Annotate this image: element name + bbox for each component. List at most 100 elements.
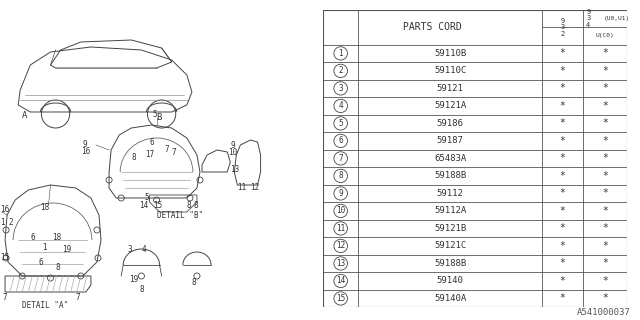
Text: *: * xyxy=(559,293,566,303)
Text: 18: 18 xyxy=(40,203,50,212)
Text: 59188B: 59188B xyxy=(434,172,467,180)
Text: 1: 1 xyxy=(0,218,4,227)
Text: *: * xyxy=(559,171,566,181)
Text: A: A xyxy=(22,111,28,120)
Text: *: * xyxy=(559,276,566,286)
Text: PARTS CORD: PARTS CORD xyxy=(403,22,462,32)
Text: 6: 6 xyxy=(150,138,154,147)
Text: *: * xyxy=(559,136,566,146)
Text: A541000037: A541000037 xyxy=(577,308,630,317)
Text: 16: 16 xyxy=(81,147,90,156)
Text: 18: 18 xyxy=(52,233,62,242)
Text: 5: 5 xyxy=(152,110,157,119)
Text: 59121B: 59121B xyxy=(434,224,467,233)
Text: 59121: 59121 xyxy=(436,84,463,93)
Text: 19: 19 xyxy=(129,275,138,284)
Text: 59140A: 59140A xyxy=(434,294,467,303)
Text: 11: 11 xyxy=(336,224,346,233)
Text: 8: 8 xyxy=(192,278,196,287)
Text: 4: 4 xyxy=(339,101,343,110)
Text: DETAIL "B": DETAIL "B" xyxy=(157,211,203,220)
Text: *: * xyxy=(602,48,608,58)
Text: 15: 15 xyxy=(0,253,9,262)
Text: 9: 9 xyxy=(230,141,235,150)
Text: 65483A: 65483A xyxy=(434,154,467,163)
Text: *: * xyxy=(602,276,608,286)
Text: *: * xyxy=(559,223,566,233)
Text: *: * xyxy=(602,171,608,181)
Text: 8: 8 xyxy=(339,172,343,180)
Text: 14: 14 xyxy=(140,201,148,210)
Text: 59121A: 59121A xyxy=(434,101,467,110)
Text: 59121C: 59121C xyxy=(434,241,467,251)
Text: 17: 17 xyxy=(145,150,155,159)
Text: 4: 4 xyxy=(141,245,146,254)
Text: 14: 14 xyxy=(336,276,346,285)
Text: 6: 6 xyxy=(38,258,43,267)
Text: 8: 8 xyxy=(194,201,198,210)
Text: *: * xyxy=(602,118,608,128)
Text: 59112: 59112 xyxy=(436,189,463,198)
Text: 9: 9 xyxy=(339,189,343,198)
Text: *: * xyxy=(559,259,566,268)
Text: B: B xyxy=(157,113,162,122)
Text: 8: 8 xyxy=(131,153,136,162)
Text: *: * xyxy=(559,84,566,93)
Text: *: * xyxy=(602,241,608,251)
Text: *: * xyxy=(559,206,566,216)
Text: 59187: 59187 xyxy=(436,136,463,145)
Text: *: * xyxy=(559,48,566,58)
Text: 12: 12 xyxy=(336,241,346,251)
Text: 10: 10 xyxy=(228,148,237,157)
Text: 5: 5 xyxy=(339,119,343,128)
Text: 59110C: 59110C xyxy=(434,66,467,76)
Text: *: * xyxy=(602,259,608,268)
Text: 6: 6 xyxy=(30,233,35,242)
Text: 1: 1 xyxy=(339,49,343,58)
Text: 2: 2 xyxy=(8,218,13,227)
Text: 7: 7 xyxy=(164,145,169,154)
Text: 7: 7 xyxy=(76,293,81,302)
Text: *: * xyxy=(602,136,608,146)
Text: 19: 19 xyxy=(63,245,72,254)
Text: 1: 1 xyxy=(42,243,47,252)
Text: 13: 13 xyxy=(230,165,239,174)
Text: 9
3
2: 9 3 2 xyxy=(561,18,564,36)
Text: *: * xyxy=(602,84,608,93)
Text: 8: 8 xyxy=(140,285,144,294)
Text: 16: 16 xyxy=(0,205,9,214)
Text: 8: 8 xyxy=(56,263,60,272)
Text: *: * xyxy=(602,206,608,216)
Text: 7: 7 xyxy=(339,154,343,163)
Text: *: * xyxy=(602,66,608,76)
Text: 8: 8 xyxy=(187,201,191,210)
Text: *: * xyxy=(559,188,566,198)
Text: *: * xyxy=(602,293,608,303)
Text: *: * xyxy=(559,153,566,164)
Text: 7: 7 xyxy=(172,148,177,157)
Text: 12: 12 xyxy=(250,183,260,192)
Text: *: * xyxy=(559,101,566,111)
Text: 7: 7 xyxy=(2,293,6,302)
Text: *: * xyxy=(559,66,566,76)
Text: *: * xyxy=(559,241,566,251)
Text: 59110B: 59110B xyxy=(434,49,467,58)
Text: *: * xyxy=(602,101,608,111)
Text: 2: 2 xyxy=(339,66,343,76)
Text: 3: 3 xyxy=(339,84,343,93)
Text: 59112A: 59112A xyxy=(434,206,467,215)
Text: 59186: 59186 xyxy=(436,119,463,128)
Text: (U0,U1): (U0,U1) xyxy=(604,16,630,21)
Text: 9: 9 xyxy=(83,140,88,149)
Text: 13: 13 xyxy=(336,259,346,268)
Text: *: * xyxy=(602,153,608,164)
Text: 9
3
4: 9 3 4 xyxy=(586,9,591,28)
Text: 6: 6 xyxy=(339,136,343,145)
Text: 10: 10 xyxy=(336,206,346,215)
Text: *: * xyxy=(602,223,608,233)
Text: 15: 15 xyxy=(154,201,163,210)
Text: 3: 3 xyxy=(127,245,132,254)
Text: 5: 5 xyxy=(145,193,149,202)
Text: 59140: 59140 xyxy=(436,276,463,285)
Text: U(C0): U(C0) xyxy=(596,33,614,38)
